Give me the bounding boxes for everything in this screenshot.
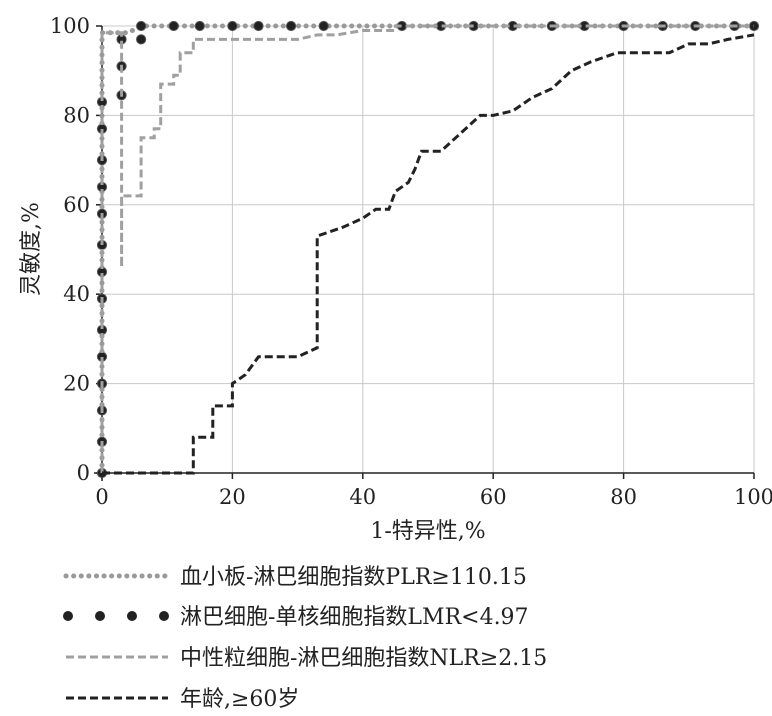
series-1-point-23 <box>285 20 297 32</box>
legend: 血小板-淋巴细胞指数PLR≥110.15 淋巴细胞-单核细胞指数LMR<4.97 中… <box>63 565 547 712</box>
series-1-point-18 <box>136 20 147 32</box>
x-tick-label-5: 100 <box>734 485 772 509</box>
axes <box>94 25 755 481</box>
tick-labels: 0 20 40 60 80 100 0 20 40 60 80 100 <box>50 14 772 509</box>
y-tick-label-1: 20 <box>63 372 90 396</box>
series-1-point-24 <box>318 20 329 32</box>
legend-label-0: 血小板-淋巴细胞指数PLR≥110.15 <box>180 565 527 590</box>
x-axis-label: 1-特异性,% <box>370 519 485 544</box>
x-tick-label-3: 60 <box>480 485 507 509</box>
series-1-point-19 <box>168 20 179 32</box>
series-group <box>96 20 760 479</box>
legend-item-1: 淋巴细胞-单核细胞指数LMR<4.97 <box>63 605 529 630</box>
legend-item-3: 年龄,≥60岁 <box>66 687 299 712</box>
y-tick-label-4: 80 <box>63 103 90 127</box>
series-1-point-20 <box>194 20 205 32</box>
y-tick-label-0: 0 <box>77 461 90 485</box>
series-1-point-22 <box>253 20 264 32</box>
legend-marker-1-1 <box>95 611 105 621</box>
y-tick-label-5: 100 <box>50 14 90 38</box>
legend-item-0: 血小板-淋巴细胞指数PLR≥110.15 <box>63 565 527 590</box>
y-tick-label-3: 60 <box>63 193 90 217</box>
x-tick-label-0: 0 <box>95 485 108 509</box>
series-0 <box>99 23 757 476</box>
series-1 <box>96 20 760 479</box>
legend-label-2: 中性粒细胞-淋巴细胞指数NLR≥2.15 <box>180 646 547 671</box>
x-tick-label-4: 80 <box>610 485 637 509</box>
grid-lines <box>101 25 755 474</box>
series-2 <box>100 24 754 473</box>
series-2-line <box>100 24 754 473</box>
x-tick-label-2: 40 <box>349 485 376 509</box>
series-3 <box>102 33 755 475</box>
x-tick-label-1: 20 <box>219 485 246 509</box>
y-axis-label: 灵敏度,% <box>19 202 44 296</box>
series-1-point-21 <box>227 20 238 32</box>
series-3-line <box>102 33 755 475</box>
series-1-point-17 <box>136 34 147 45</box>
legend-marker-1-0 <box>63 611 73 621</box>
legend-item-2: 中性粒细胞-淋巴细胞指数NLR≥2.15 <box>66 646 547 671</box>
legend-marker-1-2 <box>127 611 137 621</box>
series-0-line <box>99 23 757 476</box>
y-tick-label-2: 40 <box>63 282 90 306</box>
legend-marker-1-3 <box>159 611 169 621</box>
legend-label-1: 淋巴细胞-单核细胞指数LMR<4.97 <box>180 605 529 630</box>
legend-label-3: 年龄,≥60岁 <box>180 687 299 712</box>
